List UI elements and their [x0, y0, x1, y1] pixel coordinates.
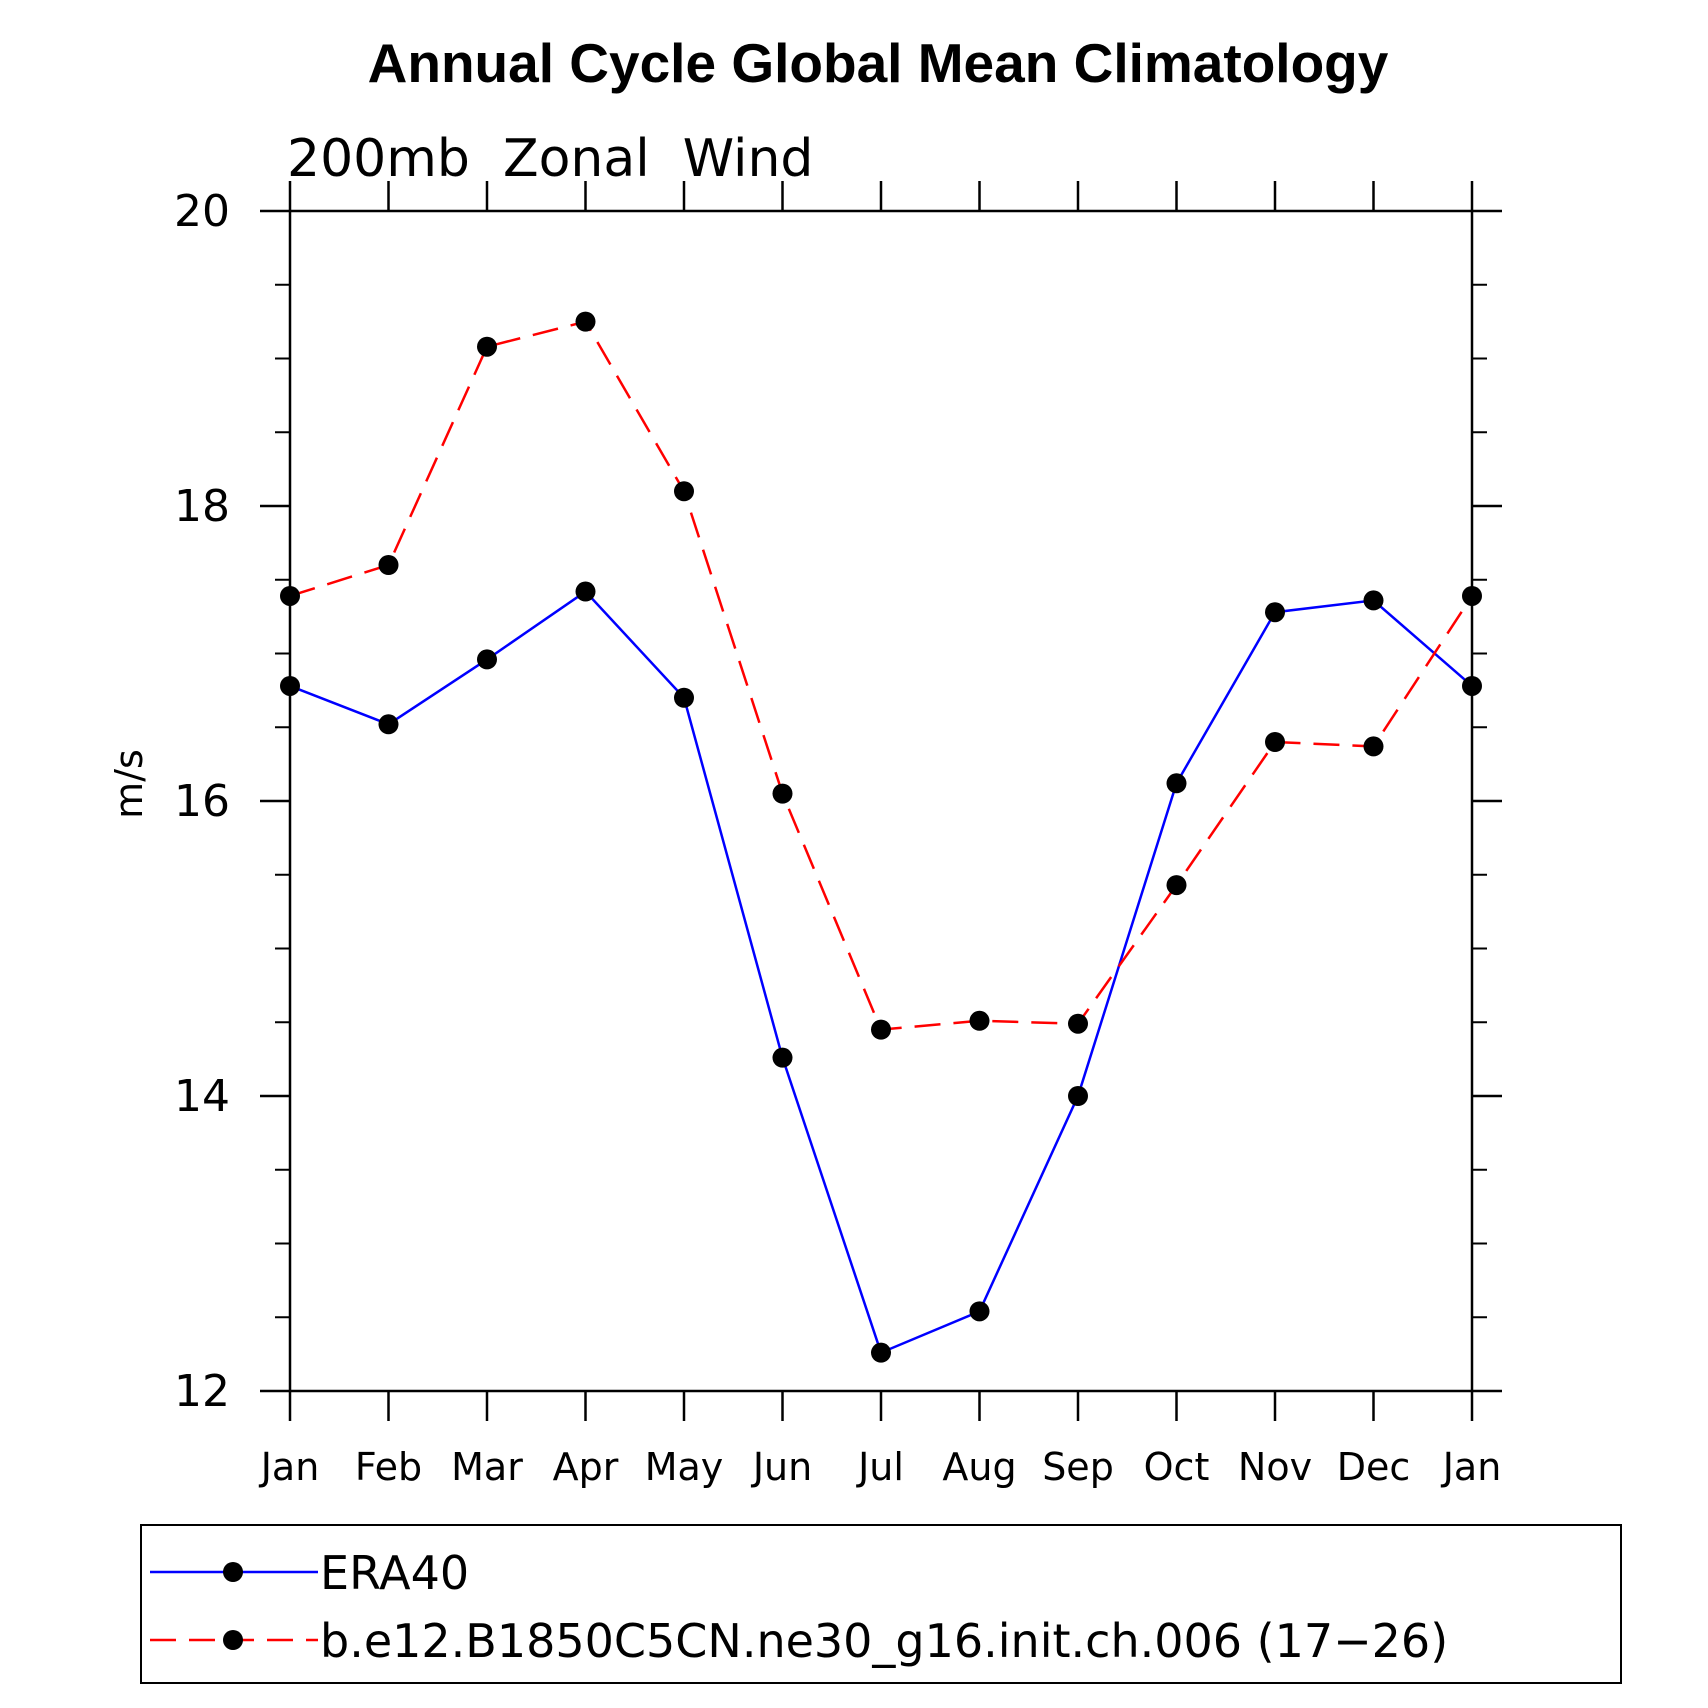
data-point-series-0: [1265, 602, 1285, 623]
data-point-series-1: [280, 585, 300, 606]
data-point-series-0: [1068, 1086, 1088, 1106]
series-line-0: [289, 589, 1473, 1355]
x-tick-label: Nov: [1238, 1445, 1312, 1489]
data-point-series-0: [871, 1342, 891, 1363]
data-point-series-0: [575, 581, 596, 602]
data-point-series-1: [1068, 1013, 1088, 1034]
data-point-series-0: [1363, 590, 1384, 611]
data-point-series-1: [969, 1010, 990, 1031]
x-tick-label: Oct: [1144, 1445, 1210, 1489]
data-point-series-0: [280, 675, 300, 696]
chart-title: Annual Cycle Global Mean Climatology: [368, 32, 1389, 94]
data-point-series-0: [378, 714, 399, 735]
x-tick-label: Feb: [355, 1445, 422, 1489]
chart-subtitle: 200mb Zonal Wind: [287, 129, 813, 189]
data-point-series-1: [871, 1019, 891, 1040]
x-tick-label: Jun: [751, 1445, 812, 1489]
x-tick-label: Dec: [1337, 1445, 1411, 1489]
legend-marker-0: [223, 1562, 243, 1582]
data-point-series-1: [575, 311, 596, 332]
legend-marker-1: [223, 1630, 243, 1650]
y-tick-label: 16: [174, 776, 230, 827]
legend: ERA40 b.e12.B1850C5CN.ne30_g16.init.ch.00…: [150, 1546, 1448, 1668]
data-point-series-0: [772, 1047, 793, 1068]
data-point-series-0: [674, 687, 694, 708]
data-point-series-1: [477, 336, 497, 357]
data-point-series-0: [1462, 675, 1482, 696]
x-tick-label: Apr: [553, 1445, 619, 1489]
data-point-series-1: [674, 481, 694, 502]
data-point-series-1: [1363, 736, 1384, 757]
data-point-series-1: [1462, 585, 1482, 606]
x-tick-label: Sep: [1042, 1445, 1114, 1489]
data-point-series-1: [1166, 875, 1187, 896]
data-point-series-0: [969, 1301, 990, 1322]
x-tick-label: May: [645, 1445, 724, 1489]
data-point-series-1: [1265, 732, 1285, 752]
plot-area: Jan Feb Mar Apr May Jun Jul Aug Sep Oct Nov Dec Jan 1…: [174, 181, 1502, 1489]
x-tick-label: Aug: [942, 1445, 1016, 1489]
series-line-1: [289, 320, 1474, 1031]
data-point-series-1: [378, 555, 399, 575]
x-tick-label: Jan: [1441, 1445, 1502, 1489]
data-point-series-0: [477, 649, 497, 670]
y-axis-label: m/s: [107, 749, 151, 819]
y-tick-label: 12: [174, 1366, 230, 1417]
legend-label-1: b.e12.B1850C5CN.ne30_g16.init.ch.006 (17…: [320, 1614, 1448, 1668]
data-point-series-1: [772, 783, 793, 804]
legend-box: [140, 1524, 1622, 1684]
data-point-series-0: [1166, 773, 1187, 794]
x-tick-label: Jan: [259, 1445, 320, 1489]
x-tick-label: Jul: [856, 1445, 904, 1489]
y-tick-label: 14: [174, 1071, 230, 1122]
x-tick-label: Mar: [451, 1445, 523, 1489]
y-tick-label: 18: [174, 481, 230, 532]
y-tick-label: 20: [174, 186, 230, 237]
legend-label-0: ERA40: [320, 1546, 469, 1600]
